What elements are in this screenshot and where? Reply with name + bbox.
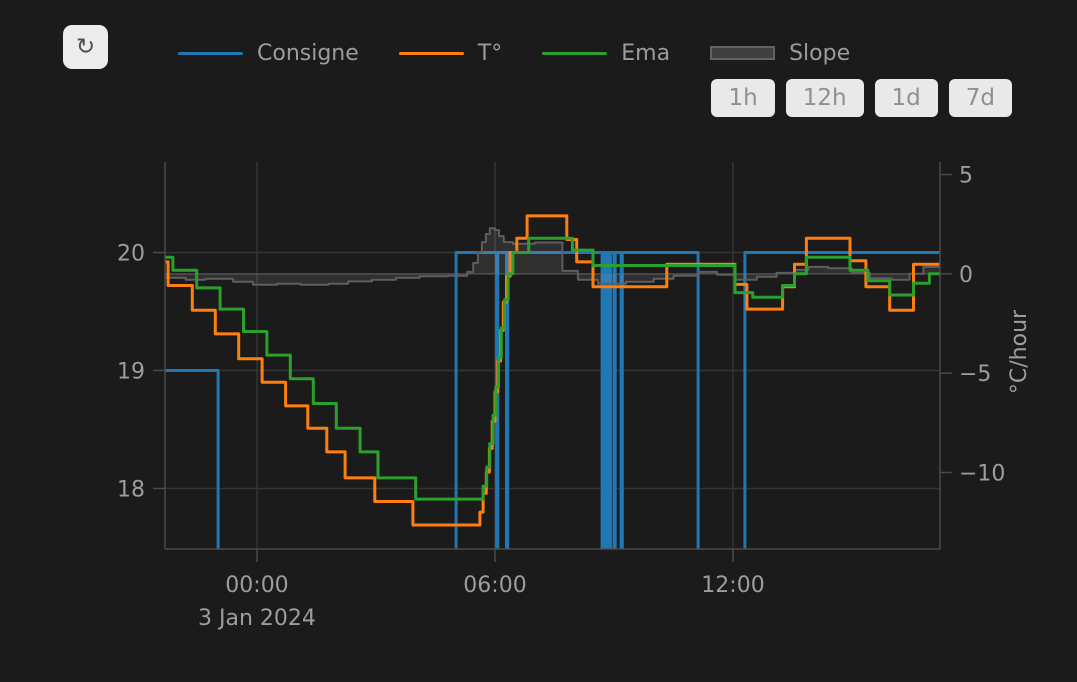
range-button-12h[interactable]: 12h <box>785 79 864 117</box>
x-axis-labels: 00:00 06:00 12:00 3 Jan 2024 <box>198 549 765 631</box>
range-button-1h[interactable]: 1h <box>711 79 775 117</box>
consigne-swatch-icon <box>178 51 243 55</box>
y-right-tick-label: 0 <box>959 263 973 288</box>
ema-swatch-icon <box>542 51 608 55</box>
range-buttons: 1h 12h 1d 7d <box>711 79 1012 117</box>
y-right-tick-label: 5 <box>959 164 973 189</box>
legend-label: Ema <box>621 40 671 66</box>
series-ema <box>165 236 940 501</box>
x-tick-label: 12:00 <box>701 573 764 598</box>
x-tick-label: 06:00 <box>463 573 526 598</box>
series-consigne <box>165 251 940 549</box>
legend-item-slope[interactable]: Slope <box>710 41 850 66</box>
y-right-tick-label: −5 <box>959 362 991 387</box>
y-axis-left-labels: 20 19 18 <box>117 241 165 502</box>
legend-label: Consigne <box>257 40 359 66</box>
legend-item-t[interactable]: T° <box>398 40 503 66</box>
y-right-tick-label: −10 <box>959 462 1005 487</box>
y-right-axis-title: °C/hour <box>1007 309 1032 394</box>
plot-series <box>165 214 940 549</box>
slope-swatch-icon <box>710 46 776 60</box>
y-left-tick-label: 19 <box>117 359 145 384</box>
y-axis-right-labels: 5 0 −5 −10 °C/hour <box>940 164 1032 487</box>
legend-item-consigne[interactable]: Consigne <box>178 41 359 66</box>
refresh-icon: ↻ <box>75 34 96 60</box>
legend-label: T° <box>477 40 503 66</box>
legend-label: Slope <box>789 40 851 66</box>
range-button-1d[interactable]: 1d <box>874 79 938 117</box>
range-button-7d[interactable]: 7d <box>948 79 1012 117</box>
refresh-button[interactable]: ↻ <box>63 25 108 69</box>
y-left-tick-label: 20 <box>117 241 145 266</box>
x-tick-label: 00:00 <box>225 573 288 598</box>
legend-item-ema[interactable]: Ema <box>542 41 670 66</box>
t-swatch-icon <box>398 51 464 55</box>
chart-legend: Consigne T° Ema Slope <box>178 38 850 68</box>
x-axis-date-label: 3 Jan 2024 <box>198 606 316 631</box>
axes <box>164 162 941 550</box>
y-left-tick-label: 18 <box>117 477 145 502</box>
